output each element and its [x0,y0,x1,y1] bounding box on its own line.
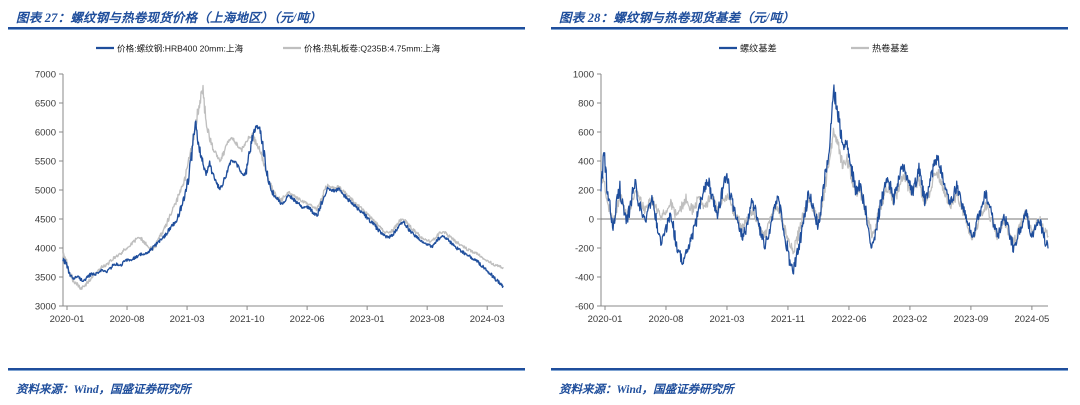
chart-28-svg: -600 -400 -200 0 200 400 600 800 1000 2020-01 2020… [573,42,1049,325]
svg-text:3000: 3000 [35,301,56,312]
svg-text:-200: -200 [575,243,594,254]
source-divider-left [8,368,525,371]
svg-text:2020-08: 2020-08 [110,314,145,325]
svg-text:1000: 1000 [573,69,594,80]
title-divider-left [8,27,525,30]
svg-text:2023-08: 2023-08 [410,314,445,325]
svg-text:5500: 5500 [35,156,56,167]
svg-text:-400: -400 [575,272,594,283]
svg-text:螺纹基差: 螺纹基差 [740,42,777,53]
svg-text:800: 800 [578,98,594,109]
svg-text:价格:热轧板卷:Q235B:4.75mm:上海: 价格:热轧板卷:Q235B:4.75mm:上海 [304,42,441,53]
svg-text:4000: 4000 [35,243,56,254]
svg-text:6500: 6500 [35,98,56,109]
title-divider-right [551,27,1068,30]
svg-text:2022-06: 2022-06 [290,314,325,325]
chart-27-plot: 3000 3500 4000 4500 5000 5500 6000 6500 7000 2020… [8,34,525,364]
svg-text:600: 600 [578,127,594,138]
svg-text:2020-08: 2020-08 [649,314,684,325]
svg-text:5000: 5000 [35,185,56,196]
svg-text:2020-01: 2020-01 [50,314,85,325]
svg-text:2021-10: 2021-10 [230,314,265,325]
svg-text:2023-02: 2023-02 [892,314,927,325]
svg-text:2020-01: 2020-01 [588,314,623,325]
svg-text:2024-03: 2024-03 [470,314,505,325]
chart-27-svg: 3000 3500 4000 4500 5000 5500 6000 6500 7000 2020… [35,42,505,325]
svg-text:2024-05: 2024-05 [1014,314,1049,325]
svg-text:2023-01: 2023-01 [350,314,385,325]
chart-27-source: 资料来源：Wind，国盛证券研究所 [16,384,191,396]
svg-text:3500: 3500 [35,272,56,283]
svg-text:2021-03: 2021-03 [170,314,205,325]
svg-text:2021-03: 2021-03 [710,314,745,325]
svg-text:热卷基差: 热卷基差 [872,42,909,53]
svg-text:0: 0 [589,214,594,225]
svg-text:2023-09: 2023-09 [953,314,988,325]
chart-27-title: 图表 27：螺纹钢与热卷现货价格（上海地区）（元/吨） [16,11,322,25]
svg-text:价格:螺纹钢:HRB400 20mm:上海: 价格:螺纹钢:HRB400 20mm:上海 [117,42,243,53]
svg-text:400: 400 [578,156,594,167]
chart-panel-27: 图表 27：螺纹钢与热卷现货价格（上海地区）（元/吨） 3000 3500 4000… [8,0,525,405]
chart-28-source: 资料来源：Wind，国盛证券研究所 [559,384,734,396]
svg-text:7000: 7000 [35,69,56,80]
svg-text:6000: 6000 [35,127,56,138]
svg-text:2022-06: 2022-06 [831,314,866,325]
svg-text:-600: -600 [575,301,594,312]
chart-panel-28: 图表 28：螺纹钢与热卷现货基差（元/吨） -600 -400 -200 0 200 40… [551,0,1068,405]
source-divider-right [551,368,1068,371]
chart-28-plot: -600 -400 -200 0 200 400 600 800 1000 2020-01 2020… [551,34,1068,364]
chart-28-title: 图表 28：螺纹钢与热卷现货基差（元/吨） [559,11,795,25]
svg-text:200: 200 [578,185,594,196]
svg-text:4500: 4500 [35,214,56,225]
svg-text:2021-11: 2021-11 [771,314,805,325]
